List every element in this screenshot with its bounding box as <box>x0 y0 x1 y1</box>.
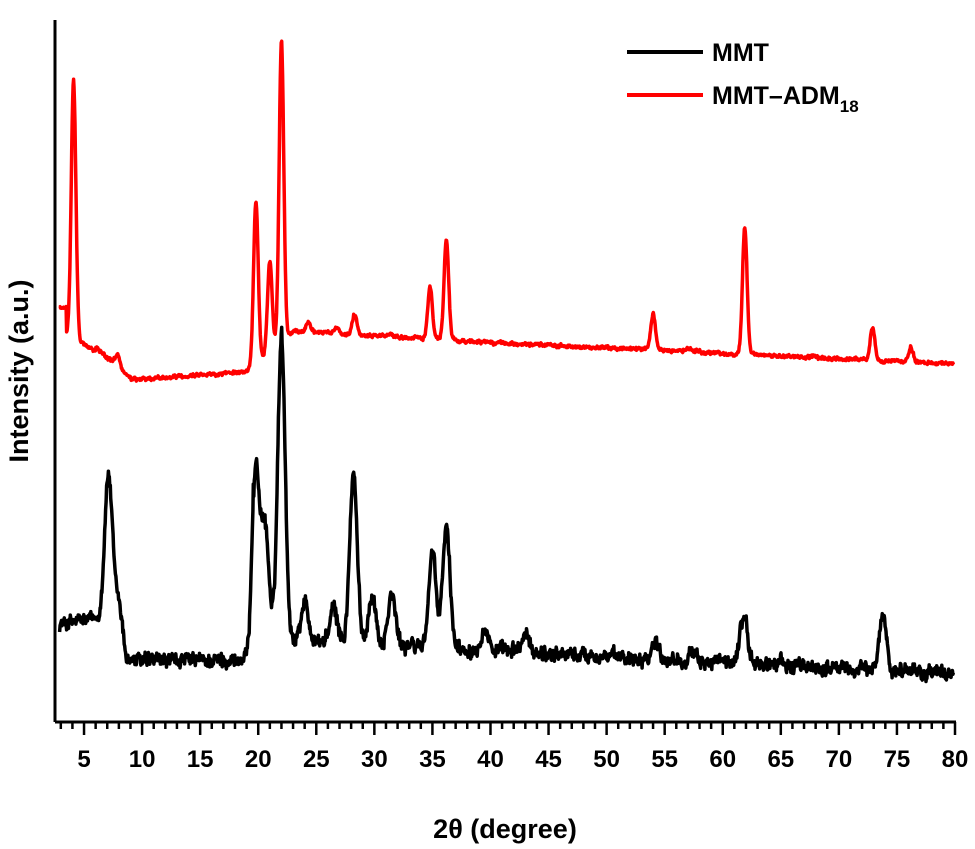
x-tick-label: 55 <box>651 746 678 773</box>
series-layer <box>57 39 956 684</box>
x-tick-label: 30 <box>361 746 388 773</box>
series-line-mmt <box>57 325 956 684</box>
y-axis-title: Intensity (a.u.) <box>4 279 34 462</box>
legend-label: MMT–ADM18 <box>712 82 859 116</box>
x-tick-label: 65 <box>767 746 794 773</box>
x-tick-label: 70 <box>826 746 853 773</box>
legend: MMT MMT–ADM18 <box>627 39 859 116</box>
x-tick-label: 40 <box>477 746 504 773</box>
legend-label: MMT <box>712 39 769 67</box>
x-tick-label: 25 <box>303 746 330 773</box>
x-tick-label: 50 <box>593 746 620 773</box>
x-tick-label: 35 <box>419 746 446 773</box>
x-tick-label: 45 <box>535 746 562 773</box>
x-tick-label: 5 <box>77 746 90 773</box>
x-tick-label: 20 <box>245 746 272 773</box>
plot-area: 5 10 15 20 25 30 35 40 45 50 55 60 65 70 75 80 <box>53 20 969 773</box>
x-tick-label: 75 <box>884 746 911 773</box>
series-line-mmt-adm18 <box>58 39 956 383</box>
x-tick-label: 60 <box>709 746 736 773</box>
x-tick-label: 80 <box>942 746 969 773</box>
x-tick-label: 10 <box>129 746 156 773</box>
x-axis-ticks: 5 10 15 20 25 30 35 40 45 50 55 60 65 70 75 80 <box>59 722 969 773</box>
x-tick-label: 15 <box>187 746 214 773</box>
x-axis-title: 2θ (degree) <box>433 814 577 844</box>
